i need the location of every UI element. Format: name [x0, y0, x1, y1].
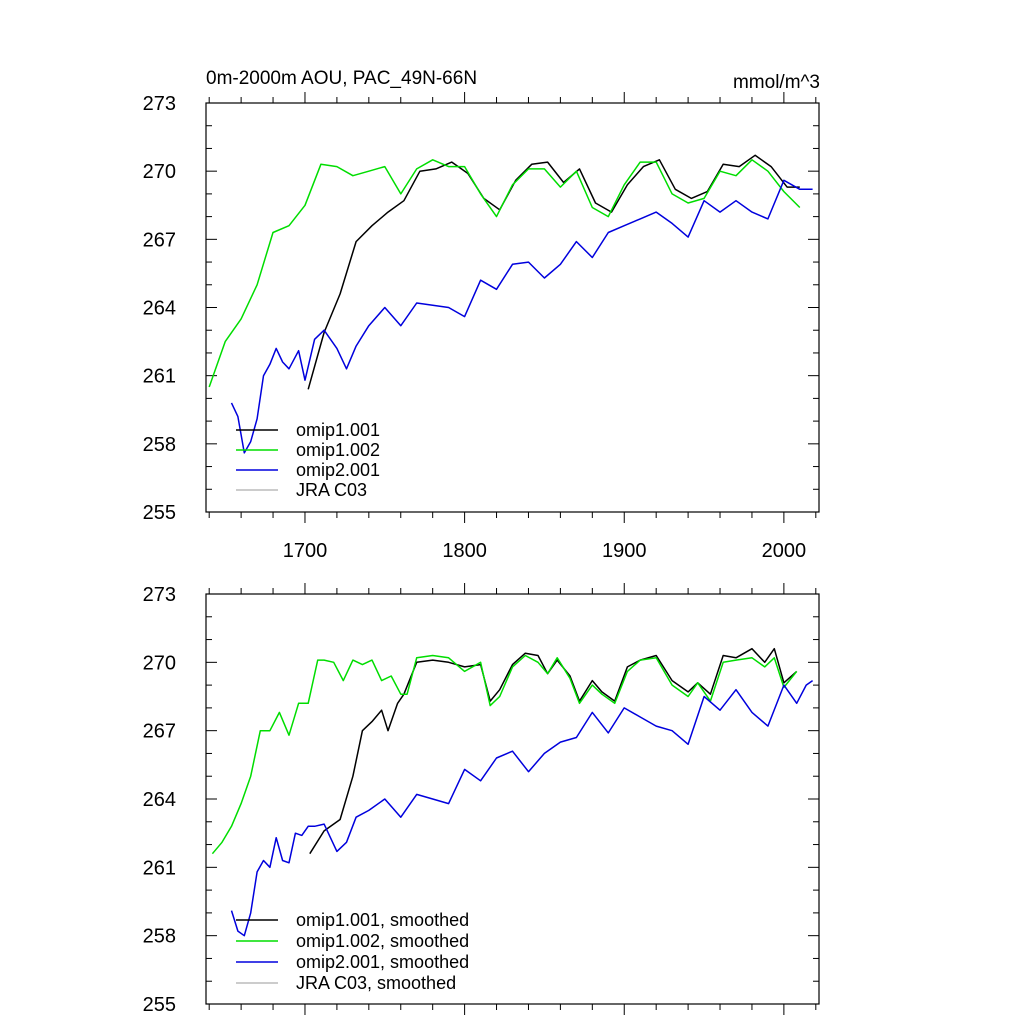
y-tick-labels: 255 258 261 264 267 270 273	[143, 584, 176, 1016]
legend-label: JRA C03	[296, 480, 367, 500]
plot-frame	[205, 102, 820, 513]
series-line-2	[230, 679, 814, 937]
legend-label: omip1.002	[296, 440, 380, 460]
units-label: mmol/m^3	[733, 72, 820, 93]
y-tick-label: 270	[143, 161, 176, 183]
y-tick-label: 258	[143, 434, 176, 456]
y-tick-label: 258	[143, 926, 176, 948]
y-tick-label: 255	[143, 994, 176, 1016]
panel-bottom: 255 258 261 264 267 270 273 omip1.001, smoothe…	[143, 583, 820, 1016]
legend-label: omip1.001, smoothed	[296, 910, 469, 930]
x-tick-labels: 1700 1800 1900 2000	[283, 540, 806, 562]
y-tick-labels: 255 258 261 264 267 270 273	[143, 93, 176, 524]
series-line-2	[230, 179, 813, 454]
y-tick-label: 264	[143, 298, 176, 320]
y-tick-label: 261	[143, 366, 176, 388]
y-tick-label: 261	[143, 857, 176, 879]
y-tick-label: 270	[143, 652, 176, 674]
chart-title: 0m-2000m AOU, PAC_49N-66N	[206, 68, 477, 89]
plot-lines	[211, 647, 814, 937]
series-line-1	[208, 159, 801, 388]
legend-label: JRA C03, smoothed	[296, 973, 456, 993]
panel-top: 0m-2000m AOU, PAC_49N-66N mmol/m^3 25525…	[143, 68, 820, 562]
y-tick-label: 267	[143, 229, 176, 251]
y-tick-label: 255	[143, 502, 176, 524]
y-tick-label: 273	[143, 93, 176, 115]
x-tick-label: 1700	[283, 540, 328, 562]
legend-label: omip1.002, smoothed	[296, 931, 469, 951]
x-tick-label: 2000	[762, 540, 807, 562]
plot-frame	[205, 593, 820, 1005]
series-line-1	[211, 654, 798, 855]
axis-ticks	[206, 583, 819, 1015]
x-tick-label: 1900	[602, 540, 647, 562]
legend-label: omip2.001, smoothed	[296, 952, 469, 972]
y-tick-label: 273	[143, 584, 176, 606]
series-line-0	[307, 154, 800, 390]
y-tick-label: 264	[143, 789, 176, 811]
legend-label: omip2.001	[296, 460, 380, 480]
plot-lines	[208, 154, 813, 454]
y-tick-label: 267	[143, 721, 176, 743]
legend-label: omip1.001	[296, 420, 380, 440]
x-tick-label: 1800	[442, 540, 487, 562]
